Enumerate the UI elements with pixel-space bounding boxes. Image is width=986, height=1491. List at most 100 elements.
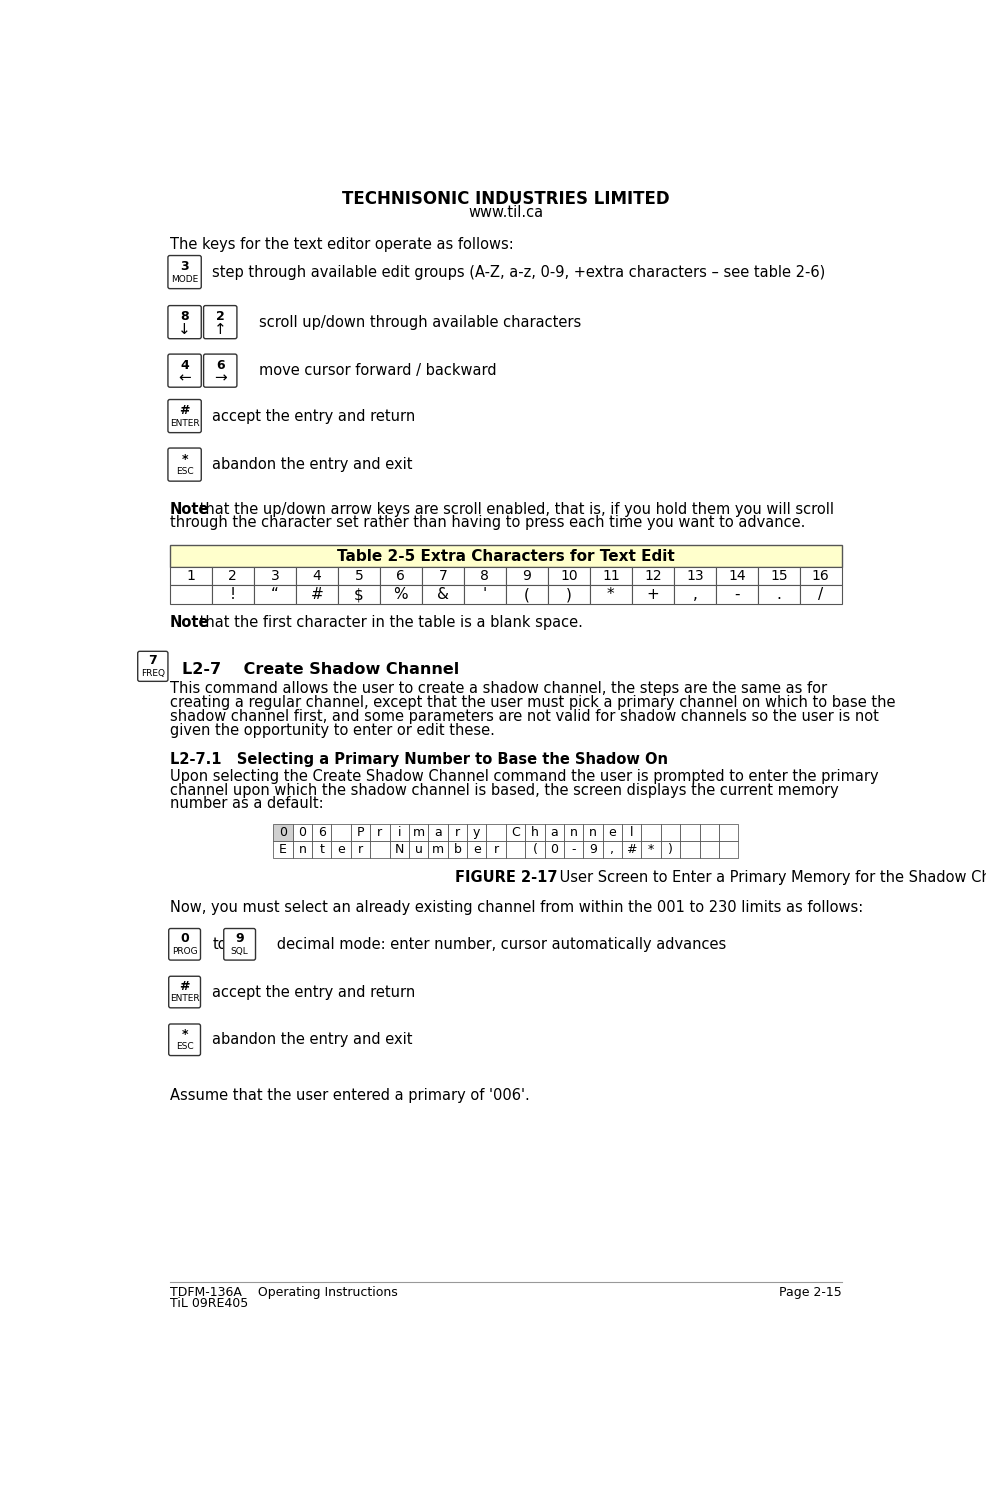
Bar	[718, 825, 738, 841]
Bar	[408, 825, 428, 841]
Text: n: n	[569, 826, 577, 839]
Text: ': '	[482, 587, 486, 602]
Text: Note: Note	[170, 614, 209, 629]
Text: 16: 16	[811, 570, 829, 583]
Text: to: to	[212, 936, 227, 951]
Text: L2-7.1   Selecting a Primary Number to Base the Shadow On: L2-7.1 Selecting a Primary Number to Bas…	[170, 751, 668, 766]
Text: 0: 0	[550, 842, 558, 856]
Text: .: .	[776, 587, 781, 602]
Text: a: a	[434, 826, 442, 839]
Bar	[463, 567, 506, 586]
FancyBboxPatch shape	[169, 977, 200, 1008]
Text: scroll up/down through available characters: scroll up/down through available charact…	[258, 315, 581, 330]
Text: PROG: PROG	[172, 947, 197, 956]
Text: r: r	[377, 826, 383, 839]
Text: Now, you must select an already existing channel from within the 001 to 230 limi: Now, you must select an already existing…	[170, 899, 862, 914]
Text: (: (	[531, 842, 536, 856]
Bar	[370, 841, 389, 857]
Text: e: e	[472, 842, 480, 856]
Text: u: u	[414, 842, 422, 856]
Bar	[389, 841, 408, 857]
Text: TiL 09RE405: TiL 09RE405	[170, 1297, 247, 1311]
Text: #: #	[626, 842, 636, 856]
Bar	[370, 825, 389, 841]
Text: -: -	[734, 587, 739, 602]
FancyBboxPatch shape	[168, 400, 201, 432]
Bar	[679, 841, 699, 857]
Bar	[408, 841, 428, 857]
Bar	[337, 586, 380, 604]
Text: SQL: SQL	[231, 947, 248, 956]
Text: 8: 8	[480, 570, 489, 583]
Text: TDFM-136A    Operating Instructions: TDFM-136A Operating Instructions	[170, 1285, 397, 1299]
Text: r: r	[358, 842, 363, 856]
Bar	[641, 825, 661, 841]
Bar	[293, 841, 312, 857]
FancyBboxPatch shape	[224, 929, 255, 960]
FancyBboxPatch shape	[168, 306, 201, 338]
Bar	[253, 586, 296, 604]
Text: that the up/down arrow keys are scroll enabled, that is, if you hold them you wi: that the up/down arrow keys are scroll e…	[194, 501, 833, 516]
Bar	[661, 825, 679, 841]
Text: 9: 9	[522, 570, 530, 583]
Text: ESC: ESC	[176, 467, 193, 476]
Text: $: $	[354, 587, 364, 602]
Text: 9: 9	[235, 932, 244, 945]
Text: r: r	[493, 842, 498, 856]
Text: t: t	[319, 842, 323, 856]
Text: 14: 14	[728, 570, 744, 583]
Bar	[296, 586, 337, 604]
Text: ENTER: ENTER	[170, 419, 199, 428]
FancyBboxPatch shape	[138, 652, 168, 681]
FancyBboxPatch shape	[168, 353, 201, 388]
Text: creating a regular channel, except that the user must pick a primary channel on : creating a regular channel, except that …	[170, 695, 894, 710]
Text: Note: Note	[170, 501, 209, 516]
Text: through the character set rather than having to press each time you want to adva: through the character set rather than ha…	[170, 516, 805, 531]
Bar	[715, 586, 757, 604]
Text: 1: 1	[186, 570, 195, 583]
Text: r: r	[455, 826, 459, 839]
Bar	[563, 841, 583, 857]
Text: 0: 0	[279, 826, 287, 839]
Text: *: *	[181, 453, 187, 465]
Bar	[506, 825, 525, 841]
Text: The keys for the text editor operate as follows:: The keys for the text editor operate as …	[170, 237, 513, 252]
Text: ENTER: ENTER	[170, 994, 199, 1003]
Bar	[463, 586, 506, 604]
Text: Page 2-15: Page 2-15	[778, 1285, 841, 1299]
Text: -: -	[571, 842, 575, 856]
Bar	[380, 567, 421, 586]
Text: 4: 4	[313, 570, 320, 583]
Text: 6: 6	[317, 826, 325, 839]
Bar	[757, 586, 799, 604]
Bar	[699, 841, 718, 857]
Bar	[421, 586, 463, 604]
Text: move cursor forward / backward: move cursor forward / backward	[258, 364, 496, 379]
Text: that the first character in the table is a blank space.: that the first character in the table is…	[194, 614, 582, 629]
Text: 2: 2	[229, 570, 237, 583]
Bar	[631, 567, 673, 586]
Bar	[544, 841, 563, 857]
Text: N: N	[394, 842, 403, 856]
Text: decimal mode: enter number, cursor automatically advances: decimal mode: enter number, cursor autom…	[262, 936, 726, 951]
Bar	[212, 567, 253, 586]
Text: #: #	[179, 404, 189, 417]
FancyBboxPatch shape	[170, 546, 841, 567]
Text: MODE: MODE	[171, 274, 198, 283]
Text: h: h	[530, 826, 538, 839]
Bar	[331, 825, 350, 841]
Bar	[673, 586, 715, 604]
Bar	[331, 841, 350, 857]
Text: shadow channel first, and some parameters are not valid for shadow channels so t: shadow channel first, and some parameter…	[170, 708, 878, 723]
Text: 6: 6	[396, 570, 405, 583]
Bar	[170, 586, 212, 604]
Bar	[448, 825, 466, 841]
Bar	[350, 841, 370, 857]
Text: C: C	[511, 826, 520, 839]
Bar	[715, 567, 757, 586]
Text: P: P	[356, 826, 364, 839]
Text: FIGURE 2-17: FIGURE 2-17	[455, 871, 556, 886]
Bar	[547, 567, 590, 586]
Bar	[525, 825, 544, 841]
Text: (: (	[524, 587, 529, 602]
